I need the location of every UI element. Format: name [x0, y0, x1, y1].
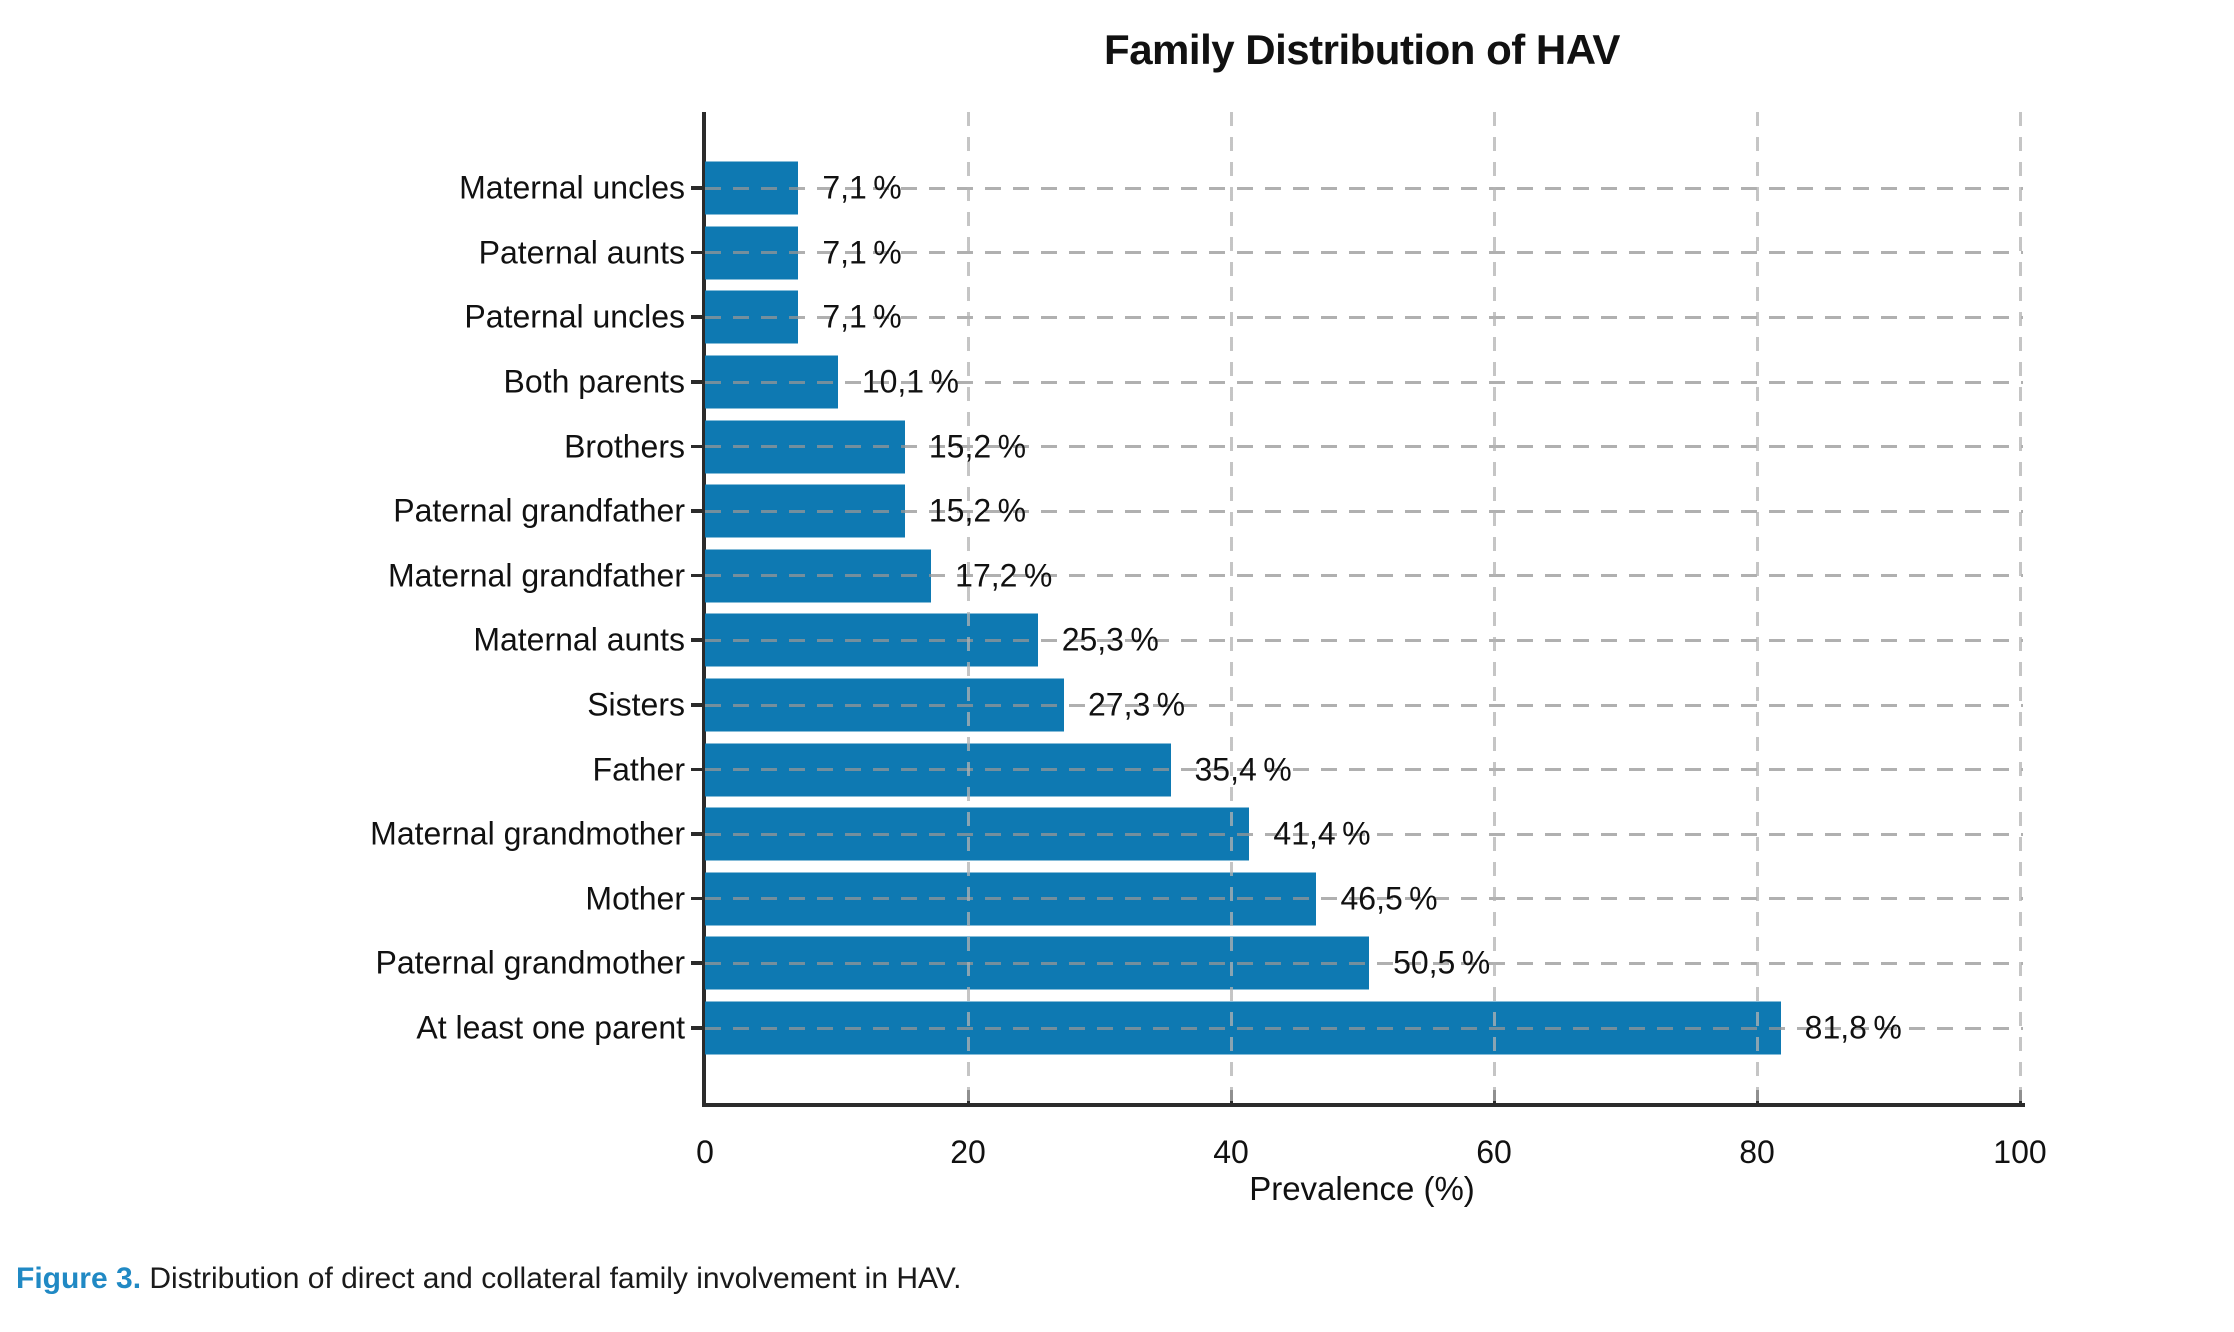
bar	[705, 936, 1370, 990]
bar-rows: Maternal uncles 7,1 % Paternal aunts 7,1 % P…	[370, 156, 2023, 1061]
y-tick-mark	[691, 767, 703, 772]
bar-row: Brothers 15,2 %	[564, 414, 2023, 479]
bar	[705, 549, 932, 603]
bar	[705, 678, 1064, 732]
x-tick-label: 60	[1476, 1134, 1512, 1170]
x-tick-label: 80	[1739, 1134, 1775, 1170]
value-label: 15,2 %	[928, 492, 1027, 529]
value-label: 15,2 %	[928, 428, 1027, 465]
value-label: 27,3 %	[1087, 686, 1186, 723]
y-tick-mark	[691, 1026, 703, 1030]
category-label: Paternal grandmother	[375, 944, 685, 981]
category-label: Both parents	[503, 363, 685, 400]
y-axis-spine	[702, 112, 706, 1106]
bar-row: Sisters 27,3 %	[587, 673, 2023, 738]
x-tick-label: 0	[696, 1134, 714, 1170]
y-tick-mark	[691, 573, 703, 578]
bar	[705, 226, 799, 280]
category-label: At least one parent	[416, 1009, 685, 1046]
x-tick-mark	[1755, 1090, 1759, 1103]
value-label: 17,2 %	[955, 557, 1053, 594]
y-tick-mark	[691, 832, 703, 836]
bar-row: Father 35,4 %	[593, 737, 2023, 802]
bar-row: Maternal aunts 25,3 %	[473, 608, 2023, 673]
x-tick-mark	[966, 1090, 970, 1103]
value-label: 46,5 %	[1340, 880, 1438, 917]
y-tick-mark	[691, 961, 703, 965]
value-label: 10,1 %	[861, 363, 959, 400]
x-tick-label: 20	[950, 1134, 986, 1170]
bar-row: Maternal grandfather 17,2 %	[388, 544, 2023, 609]
category-label: Maternal grandfather	[387, 557, 685, 594]
y-tick-mark	[691, 186, 703, 190]
y-tick-mark	[691, 896, 703, 901]
y-tick-mark	[691, 509, 703, 513]
bar	[705, 161, 799, 215]
bar	[705, 613, 1038, 667]
category-label: Sisters	[587, 686, 685, 723]
category-label: Mother	[585, 880, 685, 917]
value-label: 7,1 %	[822, 298, 902, 335]
y-tick-mark	[691, 444, 703, 449]
category-label: Maternal grandmother	[370, 815, 685, 852]
row-gridline	[705, 315, 2023, 319]
figure-caption-text: Distribution of direct and collateral fa…	[141, 1262, 962, 1295]
bar	[705, 872, 1317, 926]
x-axis-label: Prevalence (%)	[1249, 1170, 1475, 1207]
chart-title: Family Distribution of HAV	[1104, 26, 1620, 73]
bar	[705, 807, 1250, 861]
x-tick-label: 40	[1213, 1134, 1249, 1170]
category-label: Brothers	[564, 428, 685, 465]
category-label: Paternal grandfather	[393, 492, 685, 529]
bar	[705, 355, 838, 409]
bar-row: Paternal aunts 7,1 %	[479, 221, 2023, 286]
bar	[705, 290, 799, 344]
bar	[705, 1001, 1781, 1055]
y-tick-mark	[691, 315, 703, 319]
x-tick-label: 100	[1993, 1134, 2047, 1170]
bar-row: Maternal grandmother 41,4 %	[370, 802, 2023, 867]
x-tick-mark	[1492, 1090, 1496, 1103]
row-gridline	[705, 251, 2023, 255]
y-tick-mark	[691, 703, 703, 707]
row-gridline	[705, 186, 2023, 190]
category-label: Paternal aunts	[478, 234, 685, 271]
x-axis-line	[702, 1103, 2025, 1107]
value-label: 25,3 %	[1061, 621, 1159, 658]
bar-row: Maternal uncles 7,1 %	[459, 156, 2023, 221]
value-label: 81,8 %	[1804, 1009, 1902, 1046]
value-label: 7,1 %	[822, 169, 902, 206]
bar-row: Both parents 10,1 %	[504, 350, 2023, 415]
category-label: Maternal aunts	[473, 621, 685, 658]
bar	[705, 743, 1171, 797]
value-label: 50,5 %	[1393, 944, 1491, 981]
bar	[705, 420, 905, 474]
bar-row: Mother 46,5 %	[585, 867, 2023, 932]
bar-row: Paternal grandfather 15,2 %	[393, 479, 2023, 544]
category-label: Father	[592, 751, 685, 788]
value-label: 7,1 %	[822, 234, 902, 271]
category-label: Paternal uncles	[464, 298, 685, 335]
x-tick-mark	[2018, 1090, 2022, 1103]
y-tick-mark	[691, 250, 703, 255]
figure-caption-prefix: Figure 3.	[16, 1262, 142, 1295]
bar-row: Paternal uncles 7,1 %	[464, 285, 2023, 350]
bar	[705, 484, 905, 538]
y-tick-mark	[691, 380, 703, 384]
bar-row: At least one parent 81,8 %	[416, 996, 2023, 1061]
x-tick-mark	[1229, 1090, 1233, 1103]
value-label: 35,4 %	[1194, 751, 1292, 788]
plot-area: Maternal uncles 7,1 % Paternal aunts 7,1 % P…	[370, 112, 2025, 1107]
bar-row: Paternal grandmother 50,5 %	[375, 931, 2023, 996]
category-label: Maternal uncles	[459, 169, 685, 206]
value-label: 41,4 %	[1273, 815, 1371, 852]
figure-caption: Figure 3. Distribution of direct and col…	[16, 1262, 961, 1296]
y-tick-mark	[691, 638, 703, 642]
